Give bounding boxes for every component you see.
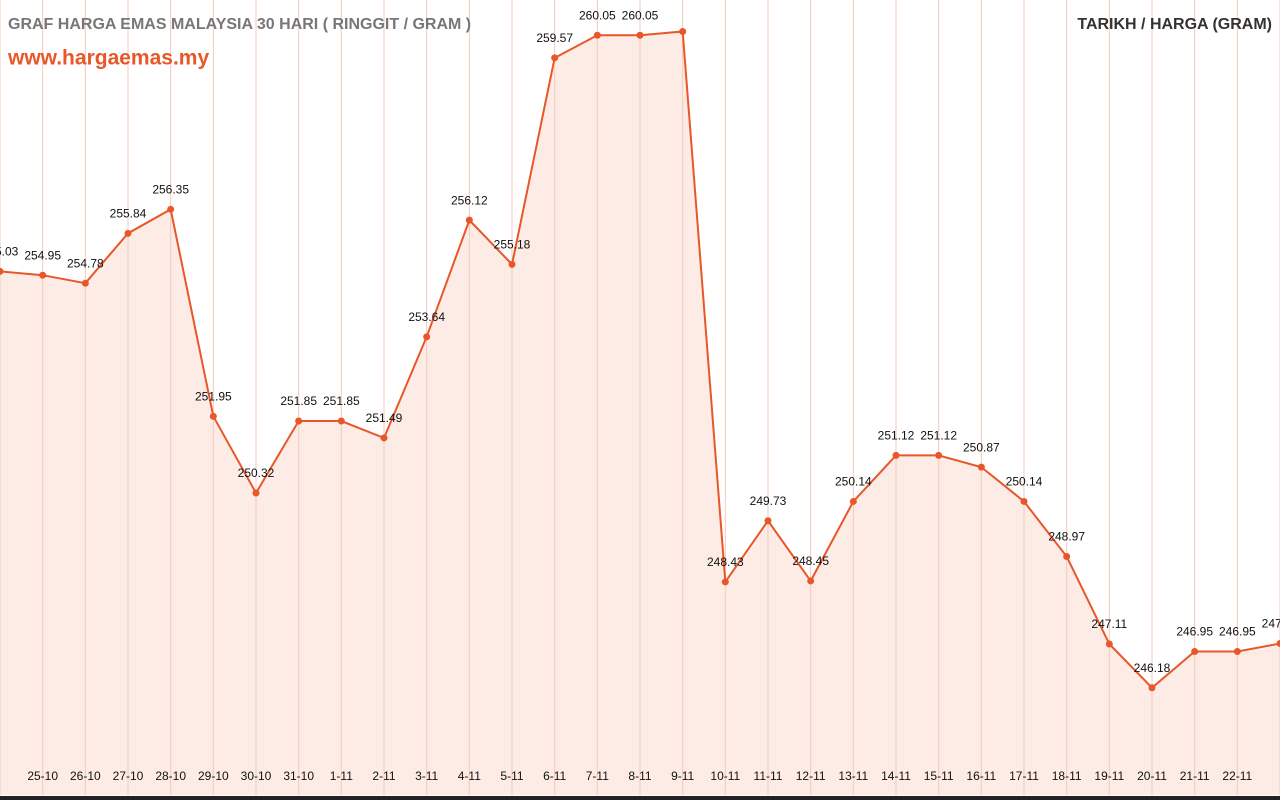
value-label: 249.73	[750, 494, 787, 508]
point	[679, 28, 687, 36]
value-label: 250.14	[1006, 475, 1043, 489]
point	[39, 271, 47, 279]
point	[124, 229, 132, 237]
x-tick-label: 1-11	[330, 769, 353, 783]
x-tick-label: 10-11	[710, 769, 740, 783]
point	[1276, 640, 1280, 648]
value-label: 256.12	[451, 193, 488, 207]
point	[1191, 648, 1199, 656]
value-label: 246.95	[1176, 625, 1213, 639]
value-label: 247.11	[1091, 617, 1127, 631]
x-tick-label: 6-11	[543, 769, 566, 783]
x-tick-label: 31-10	[283, 769, 314, 783]
x-tick-label: 2-11	[372, 769, 395, 783]
x-tick-label: 4-11	[458, 769, 481, 783]
x-tick-label: 7-11	[586, 769, 609, 783]
x-tick-label: 12-11	[796, 769, 826, 783]
point	[508, 260, 516, 268]
x-tick-label: 3-11	[415, 769, 438, 783]
point	[423, 333, 431, 341]
point	[977, 463, 985, 471]
value-label: 248.45	[792, 554, 829, 568]
value-label: 255.18	[494, 238, 531, 252]
x-tick-label: 14-11	[881, 769, 911, 783]
point	[337, 417, 345, 425]
point	[465, 216, 473, 224]
x-tick-label: 29-10	[198, 769, 229, 783]
x-tick-label: 22-11	[1222, 769, 1252, 783]
point	[1233, 648, 1241, 656]
x-tick-label: 16-11	[966, 769, 996, 783]
point	[593, 31, 601, 39]
x-tick-label: 17-11	[1009, 769, 1039, 783]
value-label: 260.05	[622, 8, 659, 22]
point	[892, 451, 900, 459]
value-label: 253.64	[408, 310, 445, 324]
point	[551, 54, 559, 62]
x-tick-label: 27-10	[113, 769, 144, 783]
value-label: 255.03	[0, 245, 19, 259]
x-tick-label: 21-11	[1180, 769, 1210, 783]
point	[295, 417, 303, 425]
value-label: 248.97	[1048, 530, 1085, 544]
point	[721, 578, 729, 586]
value-label: 248.43	[707, 555, 744, 569]
x-tick-label: 15-11	[924, 769, 954, 783]
value-label: 251.12	[878, 429, 915, 443]
x-tick-label: 5-11	[500, 769, 523, 783]
x-tick-label: 9-11	[671, 769, 694, 783]
value-label: 251.12	[920, 429, 957, 443]
point	[1063, 553, 1071, 560]
legend-title: TARIKH / HARGA (GRAM)	[1077, 16, 1272, 33]
value-label: 254.78	[67, 256, 104, 270]
x-tick-label: 28-10	[155, 769, 186, 783]
x-tick-label: 19-11	[1094, 769, 1124, 783]
chart-title: GRAF HARGA EMAS MALAYSIA 30 HARI ( RINGG…	[8, 16, 471, 33]
value-label: 246.95	[1219, 625, 1256, 639]
point	[0, 267, 4, 275]
point	[1148, 684, 1156, 692]
x-tick-label: 25-10	[27, 769, 58, 783]
x-tick-label: 8-11	[628, 769, 651, 783]
point	[636, 31, 644, 39]
value-label: 251.95	[195, 389, 232, 403]
value-label: 250.87	[963, 440, 1000, 454]
value-label: 247.12	[1262, 617, 1280, 631]
value-label: 254.95	[24, 248, 61, 262]
value-label: 255.84	[110, 206, 147, 220]
point	[849, 497, 857, 505]
point	[167, 205, 175, 213]
point	[807, 577, 815, 585]
value-label: 260.05	[579, 8, 616, 22]
value-label: 251.49	[366, 411, 403, 425]
value-label: 251.85	[280, 394, 317, 408]
value-label: 250.14	[835, 475, 872, 489]
x-tick-label: 26-10	[70, 769, 101, 783]
value-label: 251.85	[323, 394, 360, 408]
value-label: 246.18	[1134, 661, 1171, 675]
point	[380, 434, 388, 442]
point	[81, 279, 89, 287]
point	[209, 412, 217, 420]
x-tick-label: 18-11	[1052, 769, 1082, 783]
point	[1020, 497, 1028, 505]
point	[1105, 640, 1113, 648]
value-label: 259.57	[536, 31, 573, 45]
point	[764, 517, 772, 525]
value-label: 250.32	[238, 466, 275, 480]
x-tick-label: 13-11	[838, 769, 868, 783]
x-tick-label: 20-11	[1137, 769, 1167, 783]
x-tick-label: 30-10	[241, 769, 272, 783]
point	[935, 451, 943, 459]
point	[252, 489, 260, 497]
bottom-bar	[0, 796, 1280, 800]
x-tick-label: 11-11	[754, 769, 783, 783]
chart-subtitle: www.hargaemas.my	[7, 47, 209, 70]
value-label: 256.35	[152, 183, 189, 197]
